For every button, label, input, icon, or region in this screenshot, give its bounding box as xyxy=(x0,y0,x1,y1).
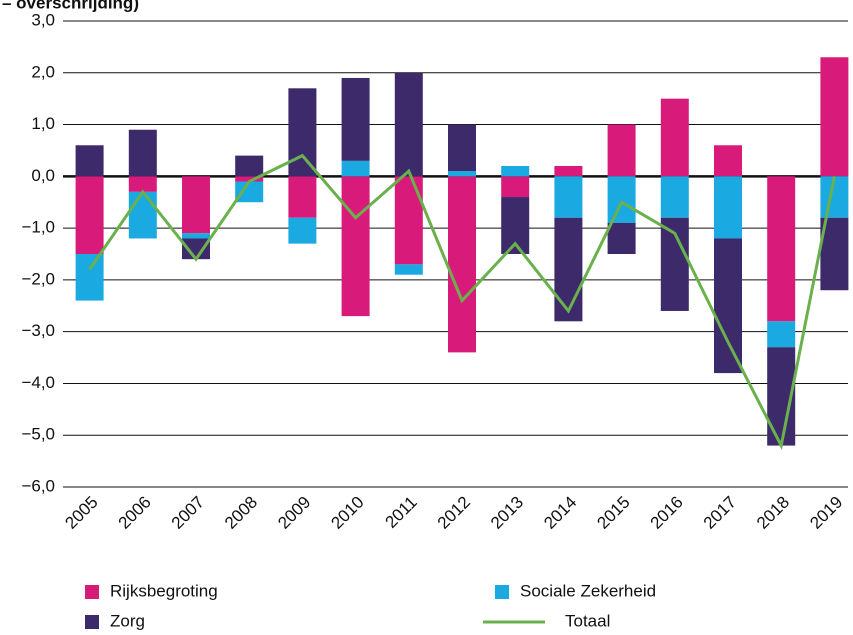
bar-segment xyxy=(714,145,742,177)
y-tick-label: −5,0 xyxy=(21,425,55,444)
bar-segment xyxy=(235,176,264,182)
bar-segment xyxy=(341,160,370,177)
legend-swatch xyxy=(495,585,509,599)
bar-segment xyxy=(767,176,796,322)
bar-segment xyxy=(288,217,317,244)
bar-segment xyxy=(235,181,264,203)
x-tick-label: 2013 xyxy=(487,493,527,533)
x-tick-label: 2008 xyxy=(221,493,261,533)
bar-segment xyxy=(288,88,317,177)
bar-segment xyxy=(128,176,157,192)
bar-segment xyxy=(75,254,104,301)
y-tick-label: 0,0 xyxy=(31,166,55,185)
x-tick-label: 2019 xyxy=(806,493,846,533)
bar-segment xyxy=(128,129,157,177)
bar-segment xyxy=(128,191,157,239)
legend-label: Rijksbegroting xyxy=(110,581,218,600)
bar-segment xyxy=(554,176,583,218)
bar-segment xyxy=(660,176,689,218)
bar-segment xyxy=(341,77,370,161)
bar-segment xyxy=(75,176,104,254)
bar-segment xyxy=(394,264,423,275)
x-tick-label: 2012 xyxy=(434,493,474,533)
bar-segment xyxy=(714,238,742,374)
y-tick-label: 1,0 xyxy=(31,114,55,133)
bar-segment xyxy=(448,124,476,172)
legend-swatch xyxy=(85,585,99,599)
bar-segment xyxy=(182,176,210,234)
bar-segment xyxy=(288,176,317,218)
x-tick-label: 2014 xyxy=(540,493,580,533)
legend-swatch xyxy=(85,615,99,629)
bar-segment xyxy=(235,155,264,177)
bar-segment xyxy=(448,176,476,353)
bar-segment xyxy=(182,233,210,239)
bar-segment xyxy=(607,124,636,177)
bar-segment xyxy=(501,176,530,198)
x-tick-label: 2010 xyxy=(327,493,367,533)
bar-segment xyxy=(767,321,796,348)
bar-segment xyxy=(607,222,636,254)
bar-segment xyxy=(660,98,689,177)
x-tick-label: 2007 xyxy=(168,493,208,533)
legend-label: Zorg xyxy=(110,611,145,630)
bar-segment xyxy=(714,176,742,239)
bar-segment xyxy=(554,165,583,177)
bar-segment xyxy=(394,72,423,177)
chart-subtitle: – overschrijding) xyxy=(2,0,139,12)
x-tick-label: 2009 xyxy=(274,493,314,533)
y-tick-label: 3,0 xyxy=(31,10,55,29)
y-tick-label: 2,0 xyxy=(31,62,55,81)
y-tick-label: −3,0 xyxy=(21,321,55,340)
y-tick-label: −4,0 xyxy=(21,373,55,392)
legend-label: Totaal xyxy=(565,611,610,630)
y-tick-label: −6,0 xyxy=(21,476,55,495)
bar-segment xyxy=(554,217,583,322)
legend-label: Sociale Zekerheid xyxy=(520,581,656,600)
bar-segment xyxy=(501,165,530,177)
total-line xyxy=(88,153,836,451)
x-tick-label: 2016 xyxy=(647,493,687,533)
x-tick-label: 2015 xyxy=(593,493,633,533)
x-tick-label: 2011 xyxy=(382,493,421,532)
bar-segment xyxy=(341,176,370,317)
y-tick-label: −2,0 xyxy=(21,269,55,288)
x-tick-label: 2006 xyxy=(115,493,155,533)
bar-segment xyxy=(394,176,423,265)
bar-segment xyxy=(182,238,210,260)
bar-segment xyxy=(820,57,849,177)
bar-segment xyxy=(448,171,476,177)
x-tick-label: 2017 xyxy=(700,493,740,533)
y-tick-label: −1,0 xyxy=(21,218,55,237)
bar-segment xyxy=(75,145,104,177)
bar-segment xyxy=(607,176,636,223)
x-tick-label: 2018 xyxy=(753,493,793,533)
x-tick-label: 2005 xyxy=(61,493,101,533)
